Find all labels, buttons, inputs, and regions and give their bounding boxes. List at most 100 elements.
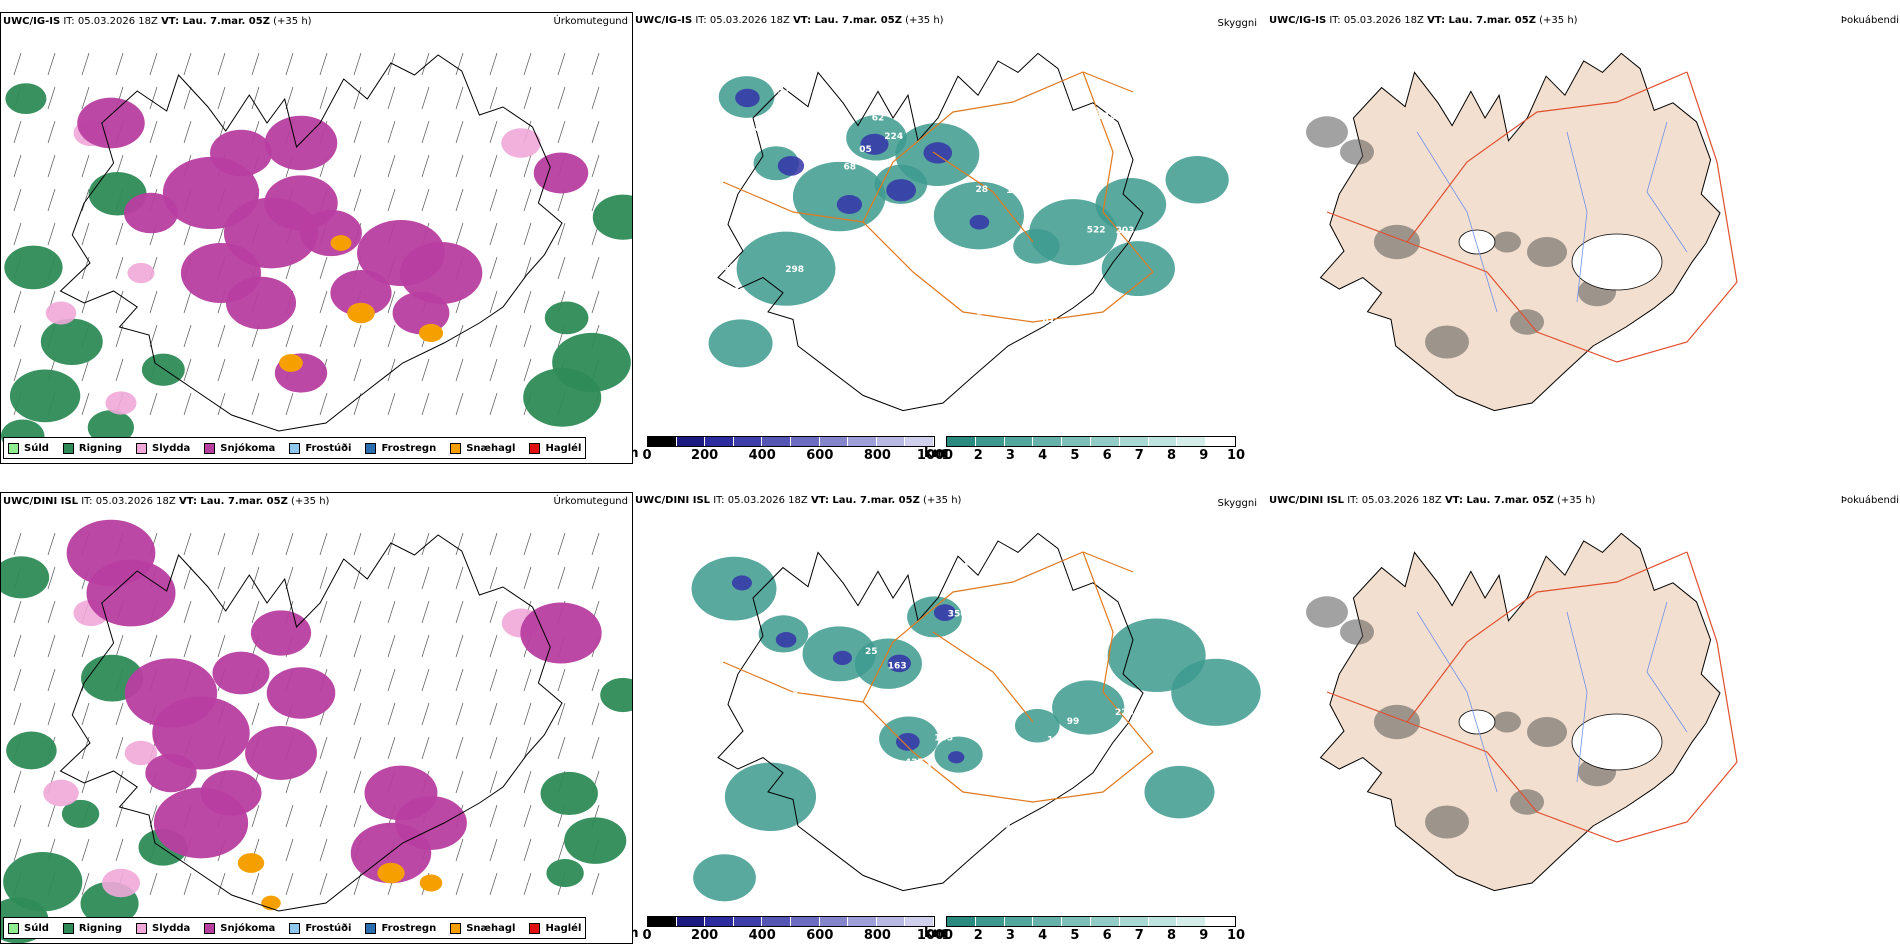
legend-label: Rigning: [78, 442, 123, 454]
wind-barb: [557, 668, 566, 692]
wind-barb: [387, 120, 396, 144]
wind-barb: [353, 120, 362, 144]
visibility-colorbar-m: m0 200 400 600 800 1000: [633, 916, 953, 943]
panel-title-visibility: Skyggni: [1217, 498, 1257, 509]
wind-barb: [251, 804, 260, 828]
colorbar-bin: [648, 917, 677, 926]
wind-barb: [149, 634, 158, 658]
visibility-labels: 92 121 81 96 62 224 121 28 101 900 118 267 203 256 522…: [723, 86, 1141, 399]
wind-barb: [81, 736, 90, 760]
wind-barb: [13, 702, 22, 726]
wind-barb: [455, 392, 464, 416]
visibility-value-label: 282: [736, 389, 755, 399]
visibility-colorbar-km: km 1 2 3 4 5 6 7 8 9 10: [924, 916, 1245, 943]
wind-barb: [251, 52, 260, 76]
fog-area: [1510, 309, 1544, 335]
visibility-value-label: 74: [1080, 273, 1093, 283]
legend-swatch: [365, 442, 377, 454]
wind-barb: [387, 188, 396, 212]
wind-barb: [13, 154, 22, 178]
wind-barb: [13, 52, 22, 76]
very-low-visibility-area: [777, 155, 805, 176]
colorbar-tick: 4: [1038, 448, 1048, 463]
wind-barb: [13, 770, 22, 794]
visibility-value-label: 148: [742, 124, 761, 134]
wind-barb: [387, 86, 396, 110]
very-low-visibility-area: [886, 179, 917, 202]
precip-type-map: [1, 519, 632, 943]
wind-barb: [353, 358, 362, 382]
wind-barb: [183, 358, 192, 382]
wind-barb: [353, 532, 362, 556]
sleet-area: [43, 779, 79, 807]
colorbar-bin: [947, 917, 976, 926]
low-visibility-area: [1144, 765, 1215, 819]
visibility-value-label: 106: [1047, 735, 1066, 745]
wind-barb: [591, 86, 600, 110]
visibility-value-label: 522: [1087, 226, 1106, 236]
legend-label: Frostúði: [305, 922, 352, 934]
valid-time: VT: Lau. 7.mar. 05Z: [1427, 15, 1536, 26]
legend-item: Snæhagl: [450, 922, 515, 934]
wind-barb: [149, 872, 158, 896]
snow-area: [153, 787, 249, 859]
wind-barb: [251, 872, 260, 896]
colorbar-tick: 8: [1167, 928, 1177, 943]
wind-barb: [319, 736, 328, 760]
wind-barb: [489, 702, 498, 726]
wind-barb: [421, 188, 430, 212]
wind-barb: [319, 600, 328, 624]
visibility-value-label: 164: [981, 727, 1000, 737]
fog-panel-row1: UWC/IG-IS IT: 05.03.2026 18Z VT: Lau. 7.…: [1267, 12, 1900, 464]
fog-area: [1340, 139, 1374, 165]
wind-barb: [81, 52, 90, 76]
visibility-value-label: 217: [1040, 672, 1059, 682]
visibility-value-label: 135: [934, 734, 953, 744]
low-visibility-area: [724, 762, 817, 832]
low-visibility-area: [1014, 708, 1060, 743]
wind-barb: [455, 770, 464, 794]
visibility-value-label: 267: [977, 308, 996, 318]
colorbar-bin: [733, 437, 763, 446]
wind-barb: [387, 52, 396, 76]
very-low-visibility-area: [832, 650, 852, 665]
road: [1686, 71, 1738, 283]
very-low-visibility-area: [860, 133, 889, 155]
colorbar-bin: [1148, 917, 1178, 926]
colorbar-tick: 10: [1226, 448, 1246, 463]
visibility-value-label: 75: [828, 816, 841, 826]
legend-swatch: [365, 922, 377, 934]
wind-barb: [217, 566, 226, 590]
colorbar-bin: [1206, 917, 1235, 926]
valid-time: VT: Lau. 7.mar. 05Z: [161, 16, 270, 27]
wind-barb: [591, 532, 600, 556]
panel-title-visibility: Skyggni: [1217, 18, 1257, 29]
panel-header: UWC/IG-IS IT: 05.03.2026 18Z VT: Lau. 7.…: [1269, 15, 1578, 26]
colorbar-bin: [648, 437, 677, 446]
wind-barb: [47, 804, 56, 828]
wind-barb: [319, 838, 328, 862]
sleet-area: [105, 391, 137, 415]
river: [1416, 131, 1498, 313]
colorbar-tick: 600: [806, 928, 834, 943]
wind-barb: [285, 532, 294, 556]
rain-area: [1, 556, 50, 599]
visibility-value-label: 118: [1122, 364, 1141, 374]
very-low-visibility-area: [836, 195, 863, 215]
wind-barb: [149, 52, 158, 76]
colorbar-tick: 0: [642, 928, 652, 943]
visibility-value-label: 99: [1067, 717, 1080, 727]
wind-barb: [81, 358, 90, 382]
snow-area: [86, 559, 176, 627]
colorbar-bin: [975, 917, 1005, 926]
wind-barb: [523, 256, 532, 280]
sleet-area: [102, 868, 140, 898]
wind-barb: [149, 290, 158, 314]
wind-barb: [47, 634, 56, 658]
wind-barb: [183, 324, 192, 348]
roads: [1326, 551, 1738, 843]
colorbar-bin: [705, 917, 734, 926]
wind-barb: [523, 86, 532, 110]
wind-barb: [387, 634, 396, 658]
visibility-value-label: 536: [841, 755, 860, 765]
